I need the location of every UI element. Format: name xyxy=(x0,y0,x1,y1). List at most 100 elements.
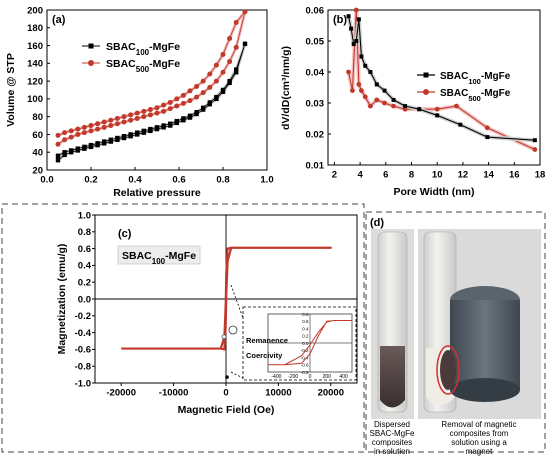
panel-c-sample-label: SBAC100-MgFe xyxy=(122,250,196,266)
panel-a-y-tick-label-9: 200 xyxy=(27,5,43,16)
panel-d-caption-right-line-2: composites from xyxy=(450,429,509,438)
panel-a-point-s1-28 xyxy=(242,9,248,15)
panel-b-series-1-line xyxy=(348,9,536,151)
panel-a-point-s0-56 xyxy=(55,153,61,158)
panel-d-magnet-bottom xyxy=(450,378,520,402)
panel-a-y-tick-label-8: 180 xyxy=(27,23,43,34)
panel-b-point-s1-2 xyxy=(353,7,359,13)
panel-a-label: (a) xyxy=(52,14,66,26)
panel-a-point-s1-0 xyxy=(55,141,61,147)
panel-a-point-s1-29 xyxy=(233,19,239,25)
panel-b-frame xyxy=(327,9,541,166)
panel-a-y-tick-label-5: 120 xyxy=(27,76,43,87)
panel-a-legend-2-suffix: -MgFe xyxy=(149,58,180,70)
panel-a-legend-1-base: SBAC xyxy=(106,41,136,53)
panel-a-point-s0-33 xyxy=(207,100,212,105)
panel-c-zoom-connectors xyxy=(228,284,244,379)
panel-a-point-s1-45 xyxy=(128,112,134,118)
panel-b-y-tick-label-4: 0.05 xyxy=(306,36,325,47)
panel-b-y-tick-label-1: 0.02 xyxy=(306,129,325,140)
panel-a-x-tick-label-2: 0.4 xyxy=(128,175,142,186)
panel-a-point-s1-2 xyxy=(68,134,74,140)
panel-d-magnet-body xyxy=(450,300,520,390)
panel-a-point-s1-38 xyxy=(174,96,180,102)
panel-c-marker-coercivity xyxy=(221,334,227,340)
panel-b-point-s0-13 xyxy=(435,113,440,118)
panel-c-y-tick-label-9: 0.8 xyxy=(78,227,91,238)
panel-a-point-s1-25 xyxy=(220,69,226,75)
panel-c-sample-label-box xyxy=(117,245,201,265)
panel-b-point-s0-15 xyxy=(485,135,490,140)
panel-c-inset-y-tick-label-4: 0.0 xyxy=(302,341,309,346)
panel-a-point-s0-45 xyxy=(128,132,133,137)
panel-d-photo-right xyxy=(418,229,541,419)
panel-b-legend-2-sub: 500 xyxy=(468,94,481,103)
panel-a-point-s0-41 xyxy=(154,125,160,130)
panel-c-x-tick-label-0: -20000 xyxy=(106,388,136,399)
panel-c-sample-suffix: -MgFe xyxy=(165,250,196,262)
panel-c-y-tick-label-7: 0.4 xyxy=(78,261,92,272)
panel-a-point-s1-11 xyxy=(128,117,134,123)
panel-a-point-s1-7 xyxy=(101,124,107,130)
panel-c-inset-y-tick-label-7: 0.6 xyxy=(302,319,309,324)
panel-c-inset-y-tick-label-0: -0.8 xyxy=(301,370,309,375)
panel-a-point-s1-43 xyxy=(141,108,147,114)
panel-a-legend-label-2: SBAC500-MgFe xyxy=(106,58,180,74)
panel-a-point-s1-14 xyxy=(147,112,153,118)
panel-a-point-s1-34 xyxy=(200,78,206,84)
panel-c-inset-x-tick-label-1: -200 xyxy=(288,374,298,380)
panel-b-point-s0-3 xyxy=(354,39,359,43)
panel-b-legend-label-1: SBAC100-MgFe xyxy=(440,71,511,86)
panel-a-y-tick-label-0: 20 xyxy=(32,165,43,176)
panel-c-inset-y-tick-label-2: -0.4 xyxy=(301,355,309,360)
panel-d: (d) Dispersed SBAC-MgFe composites in so… xyxy=(365,211,546,456)
panel-a-legend-marker-2 xyxy=(88,60,94,66)
panel-c-y-tick-label-8: 0.6 xyxy=(78,244,91,255)
panel-a-point-s0-36 xyxy=(187,113,193,118)
panel-a-x-axis-label: Relative pressure xyxy=(113,187,201,199)
panel-a-point-s0-48 xyxy=(108,137,113,142)
panel-c-inset-y-tick-label-6: 0.4 xyxy=(302,326,309,331)
panel-b-point-s0-16 xyxy=(532,138,537,143)
panel-b-legend-marker-2 xyxy=(423,89,429,95)
panel-c-y-tick-label-6: 0.2 xyxy=(78,278,91,289)
panel-a-point-s0-44 xyxy=(135,130,140,135)
panel-a-point-s0-47 xyxy=(115,135,120,141)
panel-a-point-s1-47 xyxy=(114,115,120,121)
panel-d-caption-right-line-1: Removal of magnetic xyxy=(441,420,516,429)
panel-c-zoom-circle xyxy=(228,325,238,335)
panel-d-caption-left-line-1: Dispersed xyxy=(374,420,410,429)
panel-a-point-s1-46 xyxy=(121,114,127,120)
panel-a-point-s1-23 xyxy=(207,84,213,90)
panel-a-legend: SBAC100-MgFe SBAC500-MgFe xyxy=(82,41,180,74)
panel-b-point-s0-7 xyxy=(368,70,373,74)
panel-a-point-s1-27 xyxy=(233,44,239,50)
panel-c-y-tick-label-3: -0.4 xyxy=(75,328,92,339)
panel-a-point-s1-48 xyxy=(108,117,114,123)
panel-c-inset-x-tick-label-4: 400 xyxy=(339,374,348,380)
panel-a-point-s0-34 xyxy=(201,105,206,110)
panel-b-point-s1-15 xyxy=(532,147,538,152)
panel-a-point-s0-30 xyxy=(227,78,232,84)
panel-c-inset-coercivity-label: Coercivity xyxy=(246,351,283,360)
panel-b-x-tick-label-0: 2 xyxy=(332,170,337,181)
panel-a-x-tick-label-0: 0.0 xyxy=(40,175,53,186)
panel-b-point-s1-8 xyxy=(382,100,387,106)
panel-c-y-tick-label-5: 0.0 xyxy=(78,294,91,305)
panel-b-point-s0-5 xyxy=(359,54,364,59)
panel-a-point-s1-22 xyxy=(200,90,206,96)
panel-b-point-s0-1 xyxy=(349,26,354,31)
panel-c-ticks: -20000 -10000 0 10000 20000 -1.0 -0.8 -0.6 -0.4 -… xyxy=(75,210,344,398)
panel-b: (b) 2 4 6 8 10 12 14 16 18 0.01 0.02 0.03 0.04 0.05 0.… xyxy=(280,5,545,198)
panel-a-legend-1-sub: 100 xyxy=(136,48,150,57)
panel-c: (c) SBAC100-MgFe -20000 -10000 0 10000 20000… xyxy=(1,203,365,453)
panel-a-point-s1-9 xyxy=(114,121,120,127)
panel-a-point-s0-52 xyxy=(82,144,87,150)
panel-a-point-s0-29 xyxy=(234,67,239,72)
panel-c-marker-low xyxy=(225,375,229,379)
panel-c-inset-frame xyxy=(242,306,357,381)
panel-a-frame xyxy=(46,9,268,171)
panel-a-point-s1-12 xyxy=(134,115,140,121)
panel-b-point-s0-11 xyxy=(403,104,408,109)
panel-a-point-s1-1 xyxy=(62,137,68,143)
